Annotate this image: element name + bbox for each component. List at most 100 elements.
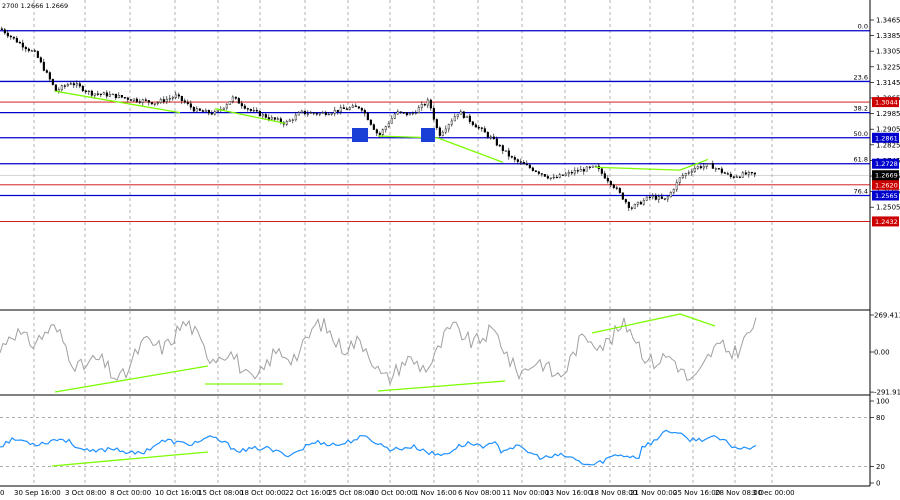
candle-body bbox=[693, 168, 696, 172]
divergence-line bbox=[214, 108, 286, 124]
candle-body bbox=[717, 168, 720, 170]
candle-body bbox=[747, 172, 750, 175]
current-price-badge bbox=[872, 170, 899, 181]
price-badge-label: 1.3044 bbox=[875, 99, 898, 107]
candle-body bbox=[27, 48, 30, 51]
price-badge bbox=[872, 216, 899, 227]
candle-body bbox=[657, 196, 660, 200]
candle-body bbox=[489, 136, 492, 138]
candle-body bbox=[171, 97, 174, 99]
candle-body bbox=[0, 28, 3, 30]
candle-body bbox=[696, 166, 699, 169]
candle-body bbox=[294, 114, 297, 121]
candle-body bbox=[558, 174, 561, 178]
candle-body bbox=[198, 108, 201, 111]
candle-body bbox=[537, 171, 540, 174]
time-label: 25 Nov 16:00 bbox=[673, 489, 720, 497]
candle-body bbox=[507, 150, 510, 157]
price-badge-label: 1.2728 bbox=[875, 160, 898, 168]
candle-body bbox=[531, 167, 534, 171]
candle-body bbox=[561, 174, 564, 176]
cci-tick-label: 269.4111 bbox=[874, 312, 900, 320]
candle-body bbox=[588, 166, 591, 168]
candle-body bbox=[441, 131, 444, 136]
time-label: 21 Nov 00:00 bbox=[630, 489, 677, 497]
candle-body bbox=[609, 180, 612, 186]
candle-body bbox=[81, 85, 84, 92]
candle-body bbox=[36, 51, 39, 58]
fib-ratio-label: 61.8 bbox=[854, 156, 868, 164]
candle-body bbox=[351, 105, 354, 108]
candle-body bbox=[147, 100, 150, 103]
candle-body bbox=[510, 156, 513, 158]
current-price-label: 1.2669 bbox=[875, 172, 898, 180]
candle-body bbox=[651, 195, 654, 198]
candle-body bbox=[390, 118, 393, 124]
price-tick-label: 1.2825 bbox=[876, 141, 900, 149]
candle-body bbox=[189, 103, 192, 108]
candle-body bbox=[492, 136, 495, 140]
candle-body bbox=[411, 112, 414, 115]
candle-body bbox=[333, 109, 336, 114]
candle-body bbox=[114, 93, 117, 99]
candle-body bbox=[702, 166, 705, 169]
candle-body bbox=[534, 170, 537, 172]
candle-body bbox=[168, 98, 171, 100]
candle-body bbox=[684, 173, 687, 176]
candle-body bbox=[192, 107, 195, 112]
candle-body bbox=[324, 112, 327, 115]
candle-body bbox=[288, 119, 291, 122]
candle-body bbox=[579, 169, 582, 172]
candle-body bbox=[498, 145, 501, 147]
candle-body bbox=[462, 111, 465, 118]
candle-body bbox=[132, 98, 135, 101]
candle-body bbox=[69, 83, 72, 85]
candle-body bbox=[285, 121, 288, 125]
candle-body bbox=[666, 196, 669, 200]
candle-body bbox=[153, 103, 156, 105]
candle-body bbox=[201, 110, 204, 112]
candle-body bbox=[504, 150, 507, 152]
candle-body bbox=[573, 170, 576, 174]
rsi-tick-label: 100 bbox=[876, 398, 889, 406]
price-tick-label: 1.2985 bbox=[876, 110, 900, 118]
candle-body bbox=[150, 102, 153, 105]
signal-marker[interactable] bbox=[352, 128, 368, 142]
candle-body bbox=[711, 163, 714, 169]
candle-body bbox=[735, 176, 738, 178]
cci-axis: 269.4111 0.00 -291.9184 bbox=[870, 312, 900, 397]
candle-body bbox=[267, 117, 270, 120]
candle-body bbox=[486, 132, 489, 138]
candle-body bbox=[216, 110, 219, 112]
candle-body bbox=[468, 115, 471, 122]
candle-body bbox=[6, 32, 9, 37]
price-panel[interactable] bbox=[0, 0, 870, 309]
candle-body bbox=[456, 114, 459, 117]
cci-tick-label: 0.00 bbox=[874, 349, 890, 357]
price-badge-label: 1.2620 bbox=[875, 181, 898, 189]
candle-body bbox=[45, 70, 48, 73]
candle-body bbox=[378, 132, 381, 136]
signal-marker[interactable] bbox=[421, 128, 435, 142]
fib-ratio-label: 38.2 bbox=[854, 105, 868, 113]
time-label: 0 bbox=[0, 489, 4, 497]
candle-body bbox=[123, 97, 126, 99]
candle-body bbox=[567, 172, 570, 175]
candle-body bbox=[318, 113, 321, 115]
candle-body bbox=[525, 163, 528, 166]
candle-body bbox=[612, 184, 615, 188]
candle-body bbox=[66, 84, 69, 87]
candle-body bbox=[33, 50, 36, 52]
candle-body bbox=[624, 199, 627, 203]
price-badge-label: 1.2861 bbox=[875, 134, 898, 142]
fib-ratio-label: 76.4 bbox=[854, 188, 868, 196]
price-tick-label: 1.2905 bbox=[876, 126, 900, 134]
candle-body bbox=[621, 192, 624, 200]
candle-body bbox=[345, 108, 348, 110]
divergence-line bbox=[54, 90, 181, 114]
candle-body bbox=[24, 46, 27, 50]
candle-body bbox=[672, 189, 675, 193]
candle-body bbox=[354, 105, 357, 107]
